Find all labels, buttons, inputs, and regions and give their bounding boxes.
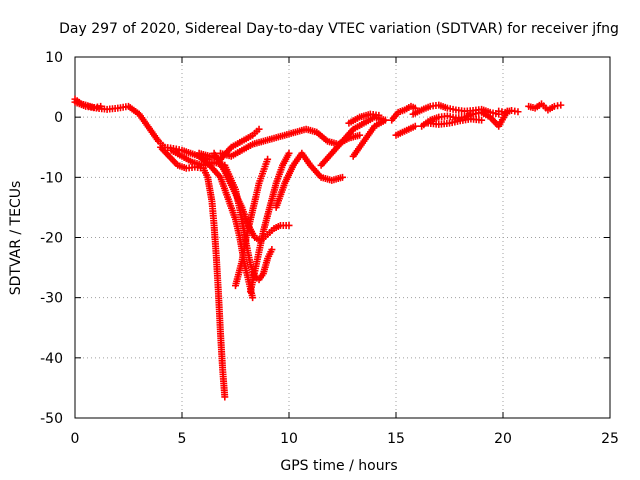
x-axis-label: GPS time / hours bbox=[280, 458, 397, 474]
data-point bbox=[264, 155, 272, 163]
data-point bbox=[285, 221, 293, 229]
data-point bbox=[97, 102, 105, 110]
data-point bbox=[375, 111, 383, 119]
y-tick-label: -40 bbox=[40, 351, 63, 367]
x-tick-label: 20 bbox=[494, 431, 512, 447]
data-point bbox=[557, 101, 565, 109]
data-point bbox=[514, 108, 522, 116]
y-tick-label: 0 bbox=[54, 110, 63, 126]
grid-lines bbox=[75, 57, 610, 418]
x-tick-labels: 0 5 10 15 20 25 bbox=[71, 431, 619, 447]
data-point bbox=[249, 294, 257, 302]
data-point bbox=[255, 125, 263, 133]
x-tick-label: 25 bbox=[601, 431, 619, 447]
data-point bbox=[356, 131, 364, 139]
y-tick-labels: -50 -40 -30 -20 -10 0 10 bbox=[40, 50, 63, 427]
data-points bbox=[71, 95, 565, 401]
chart-title: Day 297 of 2020, Sidereal Day-to-day VTE… bbox=[59, 21, 619, 37]
axis-ticks bbox=[74, 56, 611, 419]
data-point bbox=[339, 173, 346, 181]
data-point bbox=[221, 393, 229, 401]
y-tick-label: -10 bbox=[40, 170, 63, 186]
x-tick-label: 10 bbox=[280, 431, 298, 447]
y-tick-label: -20 bbox=[40, 231, 63, 247]
x-tick-label: 15 bbox=[387, 431, 405, 447]
y-axis-label: SDTVAR / TECUs bbox=[8, 181, 24, 296]
data-point bbox=[478, 116, 486, 124]
data-point bbox=[381, 116, 389, 124]
data-point bbox=[285, 149, 293, 157]
data-point bbox=[411, 122, 419, 130]
y-tick-label: -50 bbox=[40, 411, 63, 427]
x-tick-label: 0 bbox=[71, 431, 80, 447]
y-tick-label: 10 bbox=[45, 50, 63, 66]
y-tick-label: -30 bbox=[40, 291, 63, 307]
x-tick-label: 5 bbox=[178, 431, 187, 447]
data-point bbox=[268, 246, 276, 254]
